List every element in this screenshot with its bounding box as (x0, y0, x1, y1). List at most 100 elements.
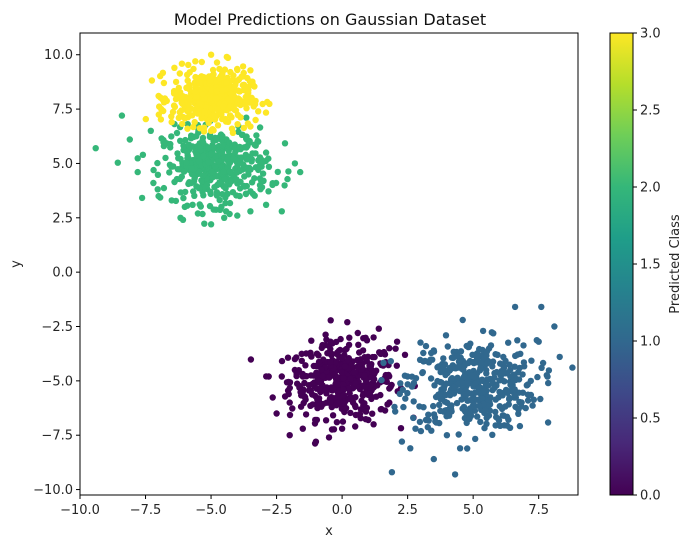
scatter-point (479, 327, 487, 335)
scatter-point (448, 375, 456, 382)
scatter-point (492, 408, 499, 416)
scatter-point (375, 325, 382, 332)
x-tick-label: 0.0 (332, 503, 353, 518)
scatter-point (162, 154, 169, 162)
scatter-point (327, 317, 334, 324)
scatter-point (417, 339, 424, 346)
scatter-point (180, 194, 187, 202)
scatter-point (483, 348, 490, 356)
scatter-point (184, 77, 191, 84)
scatter-point (224, 54, 232, 62)
scatter-point (247, 356, 255, 363)
scatter-point (398, 438, 406, 445)
scatter-point (214, 122, 222, 129)
scatter-point (474, 396, 481, 403)
scatter-point (338, 425, 346, 432)
scatter-point (507, 366, 514, 374)
x-tick-label: 5.0 (463, 503, 484, 518)
colorbar-label: Predicted Class (668, 214, 683, 314)
scatter-point (431, 414, 439, 421)
scatter-point (157, 194, 164, 201)
scatter-point (520, 342, 527, 349)
scatter-point (339, 418, 347, 425)
scatter-point (370, 421, 377, 428)
scatter-point (199, 172, 207, 179)
scatter-point (227, 68, 234, 76)
scatter-point (222, 199, 229, 207)
scatter-point (491, 384, 498, 391)
scatter-point (160, 79, 168, 87)
scatter-point (150, 179, 157, 187)
scatter-point (313, 416, 321, 424)
scatter-point (437, 407, 444, 415)
scatter-point (537, 395, 544, 403)
y-tick-label: 5.0 (52, 157, 73, 172)
scatter-point (309, 401, 316, 408)
scatter-point (179, 113, 187, 121)
scatter-point (350, 369, 358, 376)
scatter-point (239, 81, 247, 89)
scatter-point (497, 422, 504, 429)
scatter-point (193, 74, 200, 82)
scatter-point (380, 359, 387, 366)
scatter-point (160, 97, 167, 104)
scatter-point (315, 377, 322, 385)
scatter-point (538, 364, 545, 371)
scatter-point (147, 127, 154, 134)
scatter-point (327, 338, 334, 345)
scatter-point (392, 408, 399, 415)
scatter-point (333, 338, 340, 346)
scatter-point (227, 103, 234, 110)
scatter-point (208, 72, 215, 80)
scatter-point (474, 413, 481, 420)
x-axis-ticks: −10.0 −7.5 −5.0 −2.5 0.0 2.5 5.0 7.5 (60, 495, 549, 518)
scatter-point (326, 374, 333, 381)
scatter-point (205, 159, 212, 166)
scatter-point (236, 88, 243, 95)
scatter-point (299, 425, 306, 432)
scatter-point (293, 354, 300, 361)
scatter-point (224, 190, 231, 198)
scatter-point (530, 396, 537, 403)
scatter-point (356, 349, 363, 356)
scatter-point (322, 331, 329, 338)
scatter-point (472, 380, 479, 387)
scatter-point (328, 426, 336, 433)
scatter-point (361, 372, 368, 379)
scatter-point (477, 365, 484, 372)
scatter-point (245, 167, 252, 175)
scatter-point (274, 168, 281, 176)
scatter-point (219, 71, 226, 78)
scatter-point (302, 362, 309, 369)
scatter-point (308, 337, 315, 344)
scatter-point (225, 147, 232, 155)
scatter-point (210, 144, 217, 151)
scatter-point (178, 60, 186, 67)
scatter-point (198, 58, 205, 66)
x-tick-label: 2.5 (397, 503, 418, 518)
scatter-point (226, 168, 234, 175)
scatter-point (424, 424, 431, 431)
scatter-point (357, 356, 364, 363)
scatter-point (301, 379, 308, 387)
scatter-point (212, 206, 220, 213)
scatter-point (234, 212, 241, 219)
scatter-point (489, 379, 496, 386)
scatter-point (296, 382, 303, 390)
scatter-point (478, 376, 486, 383)
y-axis-ticks: −10.0 −7.5 −5.0 −2.5 0.0 2.5 5.0 7.5 10.0 (33, 48, 80, 498)
scatter-point (416, 418, 424, 426)
y-tick-label: 10.0 (44, 48, 73, 63)
scatter-point (327, 358, 334, 366)
scatter-point (425, 411, 432, 418)
scatter-point (520, 359, 528, 366)
scatter-point (314, 396, 321, 403)
scatter-point (443, 380, 450, 387)
scatter-point (340, 386, 347, 393)
scatter-point (243, 144, 250, 151)
scatter-point (210, 127, 217, 134)
scatter-point (425, 417, 432, 424)
scatter-point (511, 303, 519, 311)
scatter-point (420, 358, 427, 365)
scatter-point (134, 168, 141, 176)
